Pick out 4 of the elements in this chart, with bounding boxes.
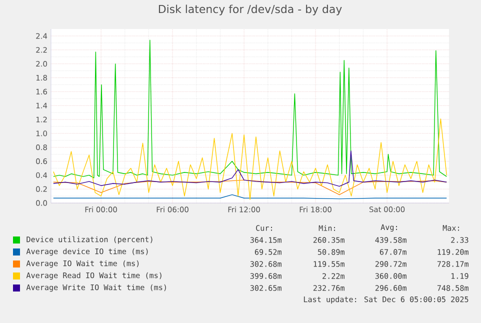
- chart-title: Disk latency for /dev/sda - by day: [158, 4, 342, 16]
- line-series: [53, 118, 447, 200]
- line-series: [53, 150, 447, 187]
- line-series: [53, 40, 447, 178]
